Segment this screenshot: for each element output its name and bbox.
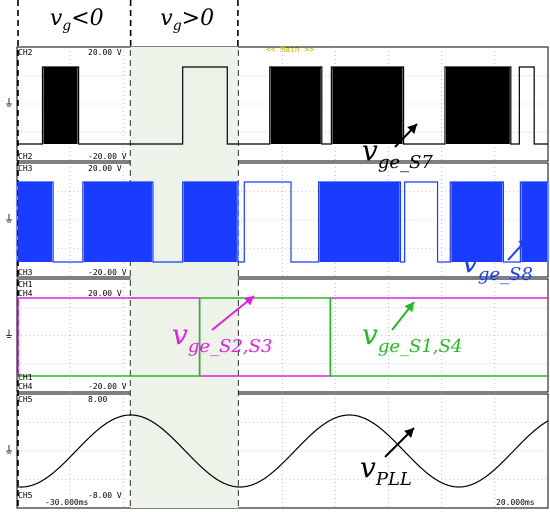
annotation-vpll: vPLL (360, 451, 412, 490)
channel-label-ch4: CH4 (18, 289, 33, 298)
trace-ch3-pwm-block-4 (319, 182, 400, 262)
arrow-vge-s8 (507, 237, 529, 261)
scale-label-ch3: -20.00 V (88, 268, 127, 277)
scale-label-ch2: 20.00 V (88, 48, 122, 57)
trace-ch3-pwm-block-2 (83, 182, 152, 262)
trace-ch5 (16, 414, 549, 488)
vg-positive-shading (130, 47, 238, 508)
waveform-traces (16, 66, 549, 488)
annotation-vge-s7: vge_S7 (362, 134, 433, 173)
ground-marker-icon (6, 98, 12, 107)
channel-label-ch5: CH5 (18, 395, 33, 404)
trace-ch2-pwm-block-3 (332, 67, 403, 144)
arrow-vpll (384, 427, 415, 458)
region-label-2: vg>0 (160, 6, 214, 34)
trace-ch3 (16, 181, 549, 263)
annotation-vge-s2-s3: vge_S2,S3 (172, 318, 272, 357)
ground-marker-icon (6, 214, 12, 223)
scale-label-ch5: -8.00 V (88, 491, 122, 500)
scale-label-ch4: -20.00 V (88, 382, 127, 391)
scale-label-ch3: 20.00 V (88, 164, 122, 173)
ground-marker-icon (6, 329, 12, 338)
region-label-1: vg<0 (50, 6, 104, 34)
trace-ch2-pwm-block-2 (270, 67, 321, 144)
channel-label-ch2: CH2 (18, 48, 33, 57)
trace-ch3-pwm-block-5 (451, 182, 503, 262)
scale-label-ch2: -20.00 V (88, 152, 127, 161)
trace-ch1 (17, 297, 548, 377)
channel-label-ch5: CH5 (18, 491, 33, 500)
trace-ch2 (17, 66, 548, 145)
time-label-left: -30.000ms (45, 498, 89, 507)
shaded-region (130, 47, 238, 508)
channel-label-ch3: CH3 (18, 268, 33, 277)
channel-labels: CH2 20.00 V CH2 -20.00 V CH3 20.00 V CH3 -20.00… (18, 48, 535, 507)
trace-ch3-pwm-block-1 (18, 182, 53, 262)
time-label-right: 20.000ms (496, 498, 535, 507)
trace-ch3-pwm-block-3 (183, 182, 237, 262)
channel-label-ch1: CH1 (18, 280, 33, 289)
channel-label-ch4: CH4 (18, 382, 33, 391)
chart-title: << Main >> (266, 45, 314, 54)
scale-label-ch5: 8.00 (88, 395, 107, 404)
annotation-vge-s8: vge_S8 (462, 246, 533, 285)
trace-ch2-outline (17, 66, 548, 145)
arrow-vge-s7 (394, 123, 418, 148)
arrow-vge-s2-s3 (211, 295, 255, 331)
channel-label-ch1: CH1 (18, 373, 33, 382)
trace-ch4 (17, 297, 548, 377)
arrow-vge-s1-s4 (391, 301, 415, 331)
channel-label-ch2: CH2 (18, 152, 33, 161)
annotation-vge-s1-s4: vge_S1,S4 (362, 318, 462, 357)
scale-label-ch4: 20.00 V (88, 289, 122, 298)
signal-annotations: vg<0 vg>0 vge_S7 vge_S8 vge_S2,S3 vge_S1,S4 vP… (50, 6, 533, 490)
trace-ch2-pwm-block-4 (445, 67, 510, 144)
trace-ch2-pwm-block-1 (43, 67, 78, 144)
ground-marker-icon (6, 445, 12, 454)
trace-ch3-pwm-block-6 (521, 182, 547, 262)
channel-label-ch3: CH3 (18, 164, 33, 173)
